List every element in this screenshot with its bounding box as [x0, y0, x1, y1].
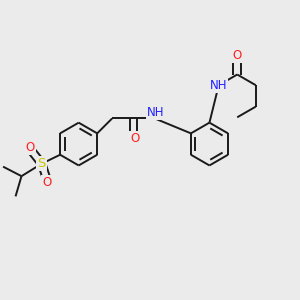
- Text: S: S: [38, 157, 46, 170]
- Text: NH: NH: [210, 79, 227, 92]
- Text: O: O: [232, 49, 242, 62]
- Text: O: O: [42, 176, 52, 189]
- Text: O: O: [26, 141, 35, 154]
- Text: NH: NH: [147, 106, 164, 119]
- Text: O: O: [130, 132, 140, 145]
